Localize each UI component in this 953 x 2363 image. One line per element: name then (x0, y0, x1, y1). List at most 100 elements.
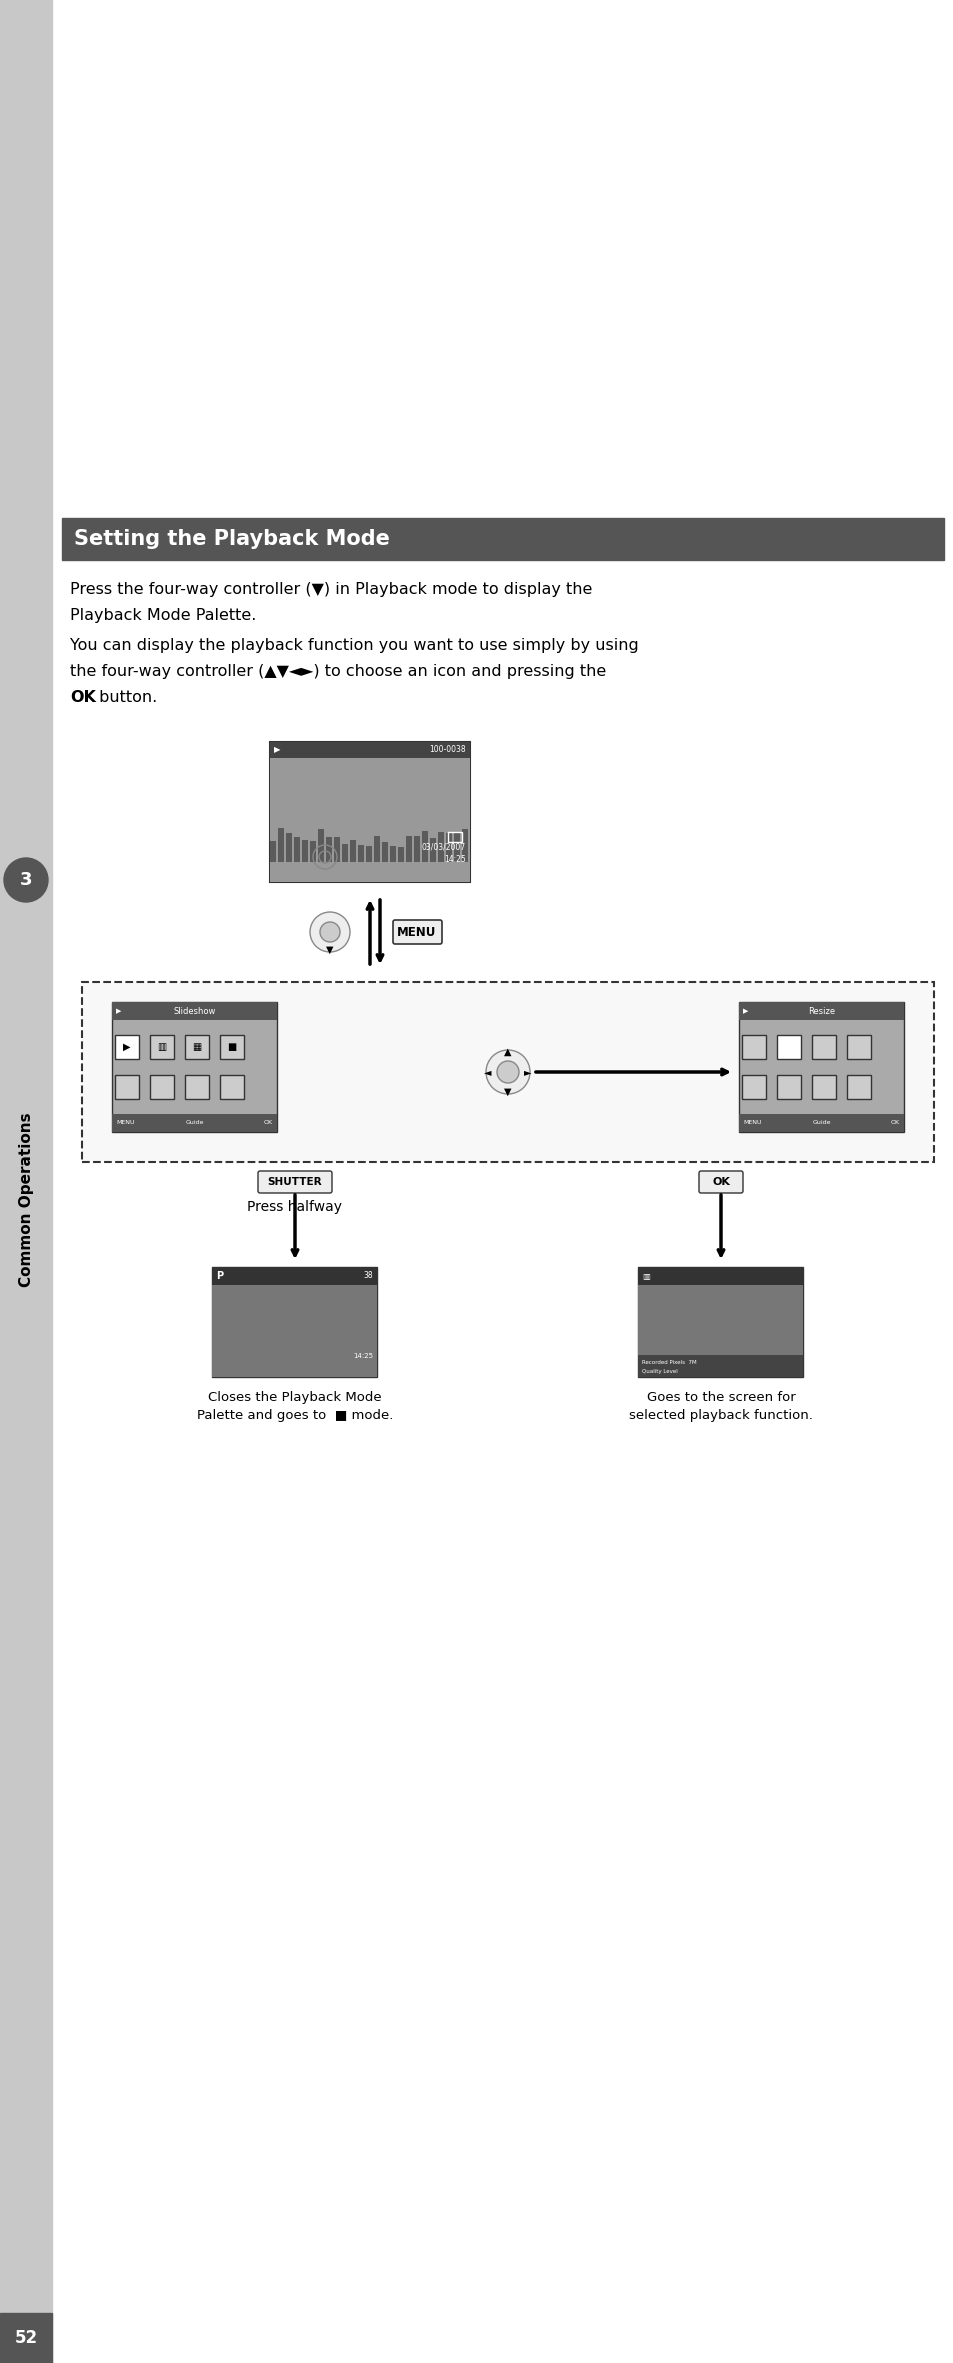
Bar (270, 742, 470, 881)
Text: ▶: ▶ (274, 744, 280, 754)
FancyBboxPatch shape (257, 1172, 332, 1193)
Bar (739, 1113, 903, 1132)
Text: Common Operations: Common Operations (18, 1113, 33, 1288)
Bar (406, 837, 412, 862)
Bar (150, 1075, 173, 1099)
Text: MENU: MENU (396, 926, 436, 938)
Text: ▦: ▦ (193, 1042, 201, 1052)
Bar (0, 0, 52, 2363)
Text: OK: OK (70, 690, 95, 704)
Text: Press halfway: Press halfway (247, 1200, 342, 1215)
Bar (437, 832, 443, 862)
Bar (390, 846, 395, 862)
Bar (454, 834, 459, 862)
Bar (310, 841, 315, 862)
Text: Goes to the screen for: Goes to the screen for (646, 1392, 795, 1404)
Bar (397, 846, 403, 862)
Text: OK: OK (711, 1177, 729, 1186)
Bar (185, 1035, 209, 1059)
Text: Quality Level: Quality Level (641, 1368, 678, 1373)
Text: ▲: ▲ (504, 1047, 511, 1056)
FancyBboxPatch shape (82, 983, 933, 1163)
Text: Guide: Guide (811, 1120, 830, 1125)
FancyBboxPatch shape (393, 919, 441, 943)
Bar (381, 841, 388, 862)
Bar (334, 837, 339, 862)
Text: SHUTTER: SHUTTER (268, 1177, 322, 1186)
Bar (270, 742, 470, 759)
Bar (185, 1075, 209, 1099)
Bar (446, 834, 452, 862)
Bar (115, 1035, 139, 1059)
FancyBboxPatch shape (699, 1172, 742, 1193)
Bar (739, 1002, 903, 1021)
Text: selected playback function.: selected playback function. (628, 1408, 812, 1423)
Bar (739, 1002, 903, 1132)
Text: Setting the Playback Mode: Setting the Playback Mode (74, 529, 390, 548)
Bar (62, 517, 943, 560)
Bar (741, 1075, 765, 1099)
Bar (270, 759, 470, 881)
Text: Press the four-way controller (▼) in Playback mode to display the: Press the four-way controller (▼) in Pla… (70, 581, 592, 598)
Text: ▼: ▼ (326, 945, 334, 955)
Bar (414, 837, 419, 862)
Text: ▼: ▼ (504, 1087, 511, 1096)
Text: 100-0038: 100-0038 (429, 744, 465, 754)
Bar (112, 1113, 276, 1132)
Bar (286, 834, 292, 862)
Bar (213, 1267, 377, 1378)
Bar (317, 829, 324, 862)
Bar (357, 846, 364, 862)
Bar (638, 1354, 802, 1378)
Text: the four-way controller (▲▼◄►) to choose an icon and pressing the: the four-way controller (▲▼◄►) to choose… (70, 664, 605, 678)
Bar (213, 1267, 377, 1285)
Bar (374, 837, 379, 862)
Text: OK: OK (890, 1120, 899, 1125)
Text: 52: 52 (14, 2330, 37, 2346)
Bar (341, 844, 348, 862)
Bar (115, 1075, 139, 1099)
Text: ▶: ▶ (742, 1009, 747, 1014)
Bar (638, 1285, 802, 1354)
Bar (741, 1035, 765, 1059)
Bar (811, 1075, 835, 1099)
Bar (213, 1285, 377, 1378)
Bar (302, 839, 308, 862)
Bar (638, 1267, 802, 1285)
Text: ▥: ▥ (157, 1042, 167, 1052)
Circle shape (485, 1049, 530, 1094)
Bar (421, 832, 428, 862)
Text: 14:25: 14:25 (444, 855, 465, 865)
Text: 03/03/2007: 03/03/2007 (421, 844, 465, 853)
Bar (811, 1035, 835, 1059)
Text: P: P (216, 1271, 223, 1281)
Text: MENU: MENU (742, 1120, 760, 1125)
Bar (326, 837, 332, 862)
Text: OK: OK (264, 1120, 273, 1125)
Text: Slideshow: Slideshow (173, 1007, 215, 1016)
Bar (461, 829, 468, 862)
Text: MENU: MENU (116, 1120, 134, 1125)
Text: ■: ■ (227, 1042, 236, 1052)
Bar (220, 1035, 244, 1059)
Bar (112, 1002, 276, 1132)
Text: Resize: Resize (807, 1007, 834, 1016)
Bar (776, 1035, 801, 1059)
Circle shape (4, 858, 48, 903)
Text: 38: 38 (363, 1271, 374, 1281)
Bar (846, 1075, 870, 1099)
Bar (350, 839, 355, 862)
Bar (294, 837, 299, 862)
Text: Recorded Pixels  7M: Recorded Pixels 7M (641, 1361, 697, 1366)
Circle shape (497, 1061, 518, 1082)
Bar (776, 1075, 801, 1099)
Bar (270, 841, 275, 862)
Bar (366, 846, 372, 862)
Text: ◄: ◄ (484, 1068, 491, 1078)
Text: ▥: ▥ (641, 1271, 650, 1281)
Text: 14:25: 14:25 (354, 1354, 374, 1359)
Text: Playback Mode Palette.: Playback Mode Palette. (70, 607, 256, 624)
Bar (277, 827, 284, 862)
Text: ▶: ▶ (123, 1042, 131, 1052)
Text: You can display the playback function you want to use simply by using: You can display the playback function yo… (70, 638, 639, 652)
